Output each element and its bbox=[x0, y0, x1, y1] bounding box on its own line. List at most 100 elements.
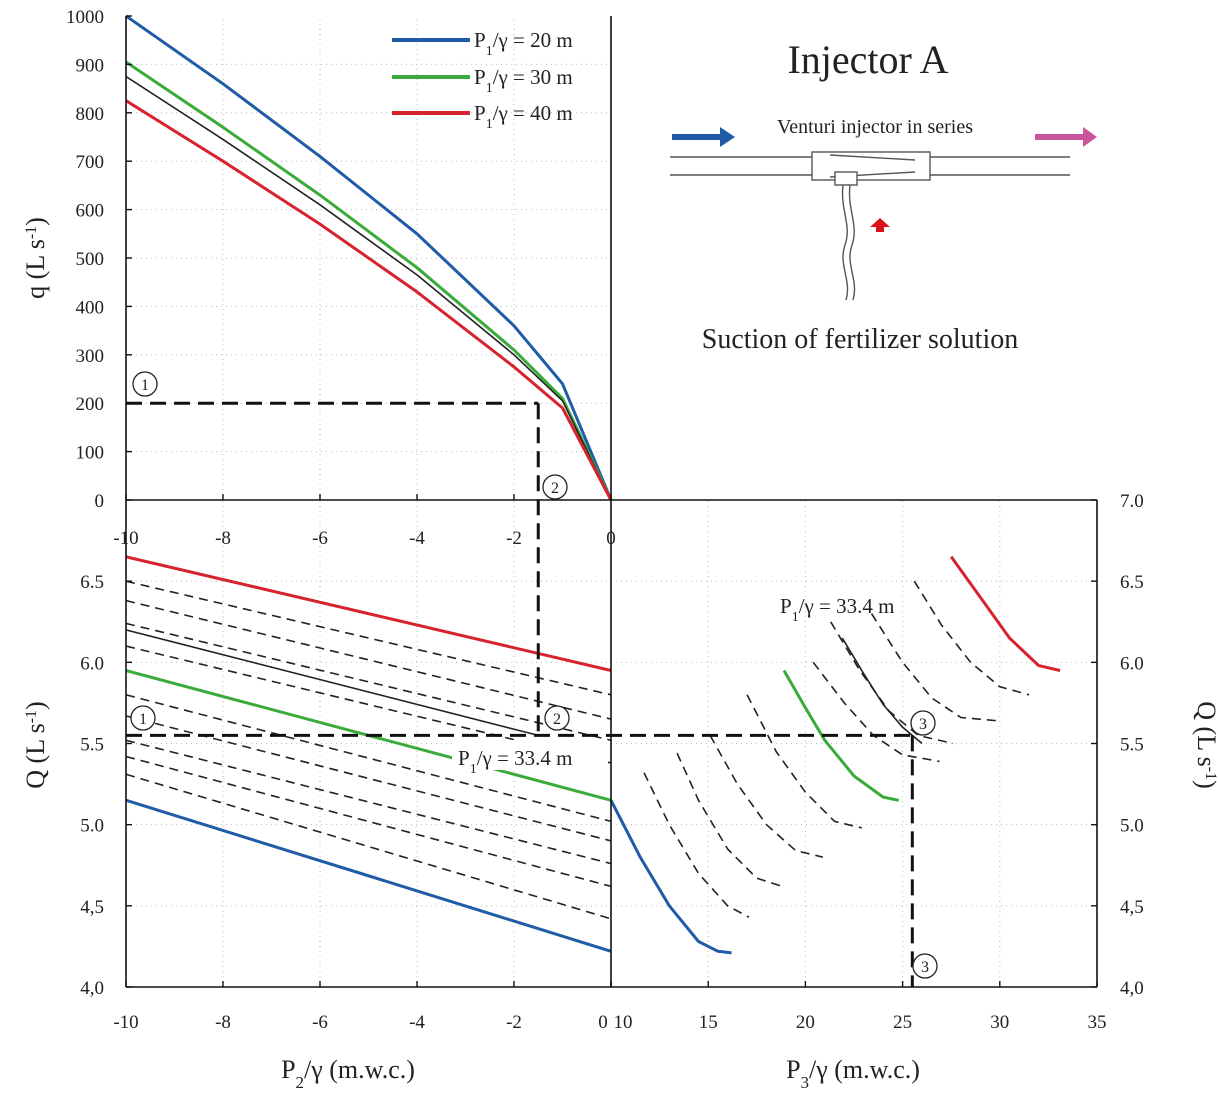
annotation-bg-bl bbox=[452, 740, 608, 770]
dashed-line-2 bbox=[125, 622, 612, 742]
series-line-3 bbox=[125, 798, 612, 953]
marker-1: 1 bbox=[132, 371, 158, 397]
suction-arrow-icon bbox=[870, 218, 890, 232]
dashed-line-7 bbox=[913, 580, 1030, 696]
series-line-3 bbox=[125, 99, 613, 501]
ytick-label-Q-left: 5.0 bbox=[80, 816, 104, 837]
ylabel-q: q (L s-1) bbox=[21, 217, 50, 299]
ytick-label-Q-right: 4,5 bbox=[1120, 897, 1144, 918]
legend-label-20: P1/γ = 20 m bbox=[474, 28, 573, 59]
series-bottom-right bbox=[609, 555, 1061, 955]
ylabel-Q-right: Q (L s-1) bbox=[1192, 701, 1218, 788]
ytick-label-Q-right: 6.0 bbox=[1120, 653, 1144, 674]
svg-text:2: 2 bbox=[553, 711, 561, 728]
dashed-line-0 bbox=[643, 772, 750, 918]
svg-text:3: 3 bbox=[919, 716, 927, 733]
ytick-label-q: 700 bbox=[76, 152, 105, 173]
guide-lines bbox=[126, 401, 914, 987]
svg-text:1: 1 bbox=[139, 711, 147, 728]
suction-label: Suction of fertilizer solution bbox=[702, 324, 1019, 355]
xtick-label-top: -4 bbox=[409, 528, 425, 549]
ytick-label-Q-right: 5.5 bbox=[1120, 735, 1144, 756]
ytick-label-q: 800 bbox=[76, 104, 105, 125]
ytick-label-q: 200 bbox=[76, 394, 105, 415]
dashed-line-6 bbox=[870, 613, 998, 722]
series-line-2 bbox=[125, 629, 539, 737]
xtick-label-top: 0 bbox=[606, 528, 616, 549]
dashed-line-3 bbox=[746, 694, 862, 829]
ytick-label-q: 0 bbox=[95, 491, 105, 512]
ytick-label-Q-left: 4,5 bbox=[80, 897, 104, 918]
dashed-line-7 bbox=[125, 755, 612, 888]
xlabel-p3: P3/γ (m.w.c.) bbox=[786, 1055, 920, 1092]
xtick-label-p2: -8 bbox=[215, 1012, 231, 1033]
injector-diagram: Injector A Venturi injector in series Su… bbox=[670, 37, 1097, 355]
marker-2: 2 bbox=[544, 705, 570, 731]
marker-3: 3 bbox=[910, 710, 936, 736]
outflow-arrow-icon bbox=[1035, 127, 1097, 147]
injector-title: Injector A bbox=[787, 37, 948, 82]
xtick-label-p3: 35 bbox=[1088, 1012, 1107, 1033]
inflow-arrow-icon bbox=[672, 127, 735, 147]
xtick-label-top: -10 bbox=[113, 528, 138, 549]
ytick-label-Q-left: 4,0 bbox=[80, 978, 104, 999]
xtick-label-p3: 30 bbox=[990, 1012, 1009, 1033]
xtick-label-p3: 20 bbox=[796, 1012, 815, 1033]
xtick-label-p3: 10 bbox=[614, 1012, 633, 1033]
dashed-line-6 bbox=[125, 739, 612, 865]
series-line-3 bbox=[949, 555, 1061, 672]
xtick-label-p2: -6 bbox=[312, 1012, 328, 1033]
svg-text:1: 1 bbox=[141, 377, 149, 394]
grid-bottom-right bbox=[611, 500, 1097, 987]
ytick-label-Q-left: 6.5 bbox=[80, 572, 104, 593]
xtick-label-p3: 15 bbox=[699, 1012, 718, 1033]
diagram-label: Venturi injector in series bbox=[777, 116, 973, 138]
series-line-0 bbox=[125, 555, 612, 672]
ytick-label-Q-left: 6.0 bbox=[80, 653, 104, 674]
ytick-label-q: 100 bbox=[76, 443, 105, 464]
ytick-label-q: 900 bbox=[76, 55, 105, 76]
dashed-line-0 bbox=[125, 580, 612, 696]
series-top-left bbox=[125, 14, 613, 501]
ytick-label-q: 500 bbox=[76, 249, 105, 270]
xtick-label-p2: -4 bbox=[409, 1012, 425, 1033]
annotation-p334-bottom-right: P1/γ = 33.4 m bbox=[780, 594, 894, 625]
xlabel-p2: P2/γ (m.w.c.) bbox=[281, 1055, 415, 1092]
dashed-line-1 bbox=[125, 599, 612, 720]
pipe-icon bbox=[670, 151, 1070, 301]
series-line-2 bbox=[125, 75, 612, 501]
ytick-label-q: 300 bbox=[76, 346, 105, 367]
xtick-label-top: -6 bbox=[312, 528, 328, 549]
legend: P1/γ = 20 m P1/γ = 30 m P1/γ = 40 m bbox=[392, 28, 573, 132]
series-line-1 bbox=[782, 669, 900, 802]
xtick-label-p2: -10 bbox=[113, 1012, 138, 1033]
ytick-label-q: 1000 bbox=[66, 7, 104, 28]
circled-markers: 1 2 1 2 3 3 bbox=[130, 371, 938, 979]
marker-3: 3 bbox=[912, 953, 938, 979]
marker-2: 2 bbox=[542, 474, 568, 500]
series-line-0 bbox=[609, 799, 732, 955]
ytick-label-Q-right: 5.0 bbox=[1120, 816, 1144, 837]
xtick-label-p2: 0 bbox=[598, 1012, 608, 1033]
series-line-2 bbox=[841, 637, 923, 745]
ytick-label-Q-left: 5.5 bbox=[80, 735, 104, 756]
dashed-line-8 bbox=[125, 773, 612, 920]
ytick-label-Q-right: 7.0 bbox=[1120, 491, 1144, 512]
ytick-label-Q-right: 6.5 bbox=[1120, 572, 1144, 593]
dashed-line-2 bbox=[709, 735, 824, 858]
xtick-label-top: -8 bbox=[215, 528, 231, 549]
series-line-1 bbox=[125, 60, 613, 501]
axis-labels: q (L s-1) Q (L s-1) Q (L s-1) P2/γ (m.w.… bbox=[21, 217, 1218, 1091]
legend-label-40: P1/γ = 40 m bbox=[474, 101, 573, 132]
xtick-label-p3: 25 bbox=[893, 1012, 912, 1033]
ytick-label-q: 400 bbox=[76, 297, 105, 318]
ylabel-Q-left: Q (L s-1) bbox=[21, 701, 50, 788]
dashed-line-1 bbox=[676, 752, 783, 888]
dashed-line-4 bbox=[125, 694, 612, 823]
xtick-label-p2: -2 bbox=[506, 1012, 522, 1033]
dashed-line-3 bbox=[125, 645, 612, 764]
svg-text:3: 3 bbox=[921, 959, 929, 976]
marker-1: 1 bbox=[130, 705, 156, 731]
